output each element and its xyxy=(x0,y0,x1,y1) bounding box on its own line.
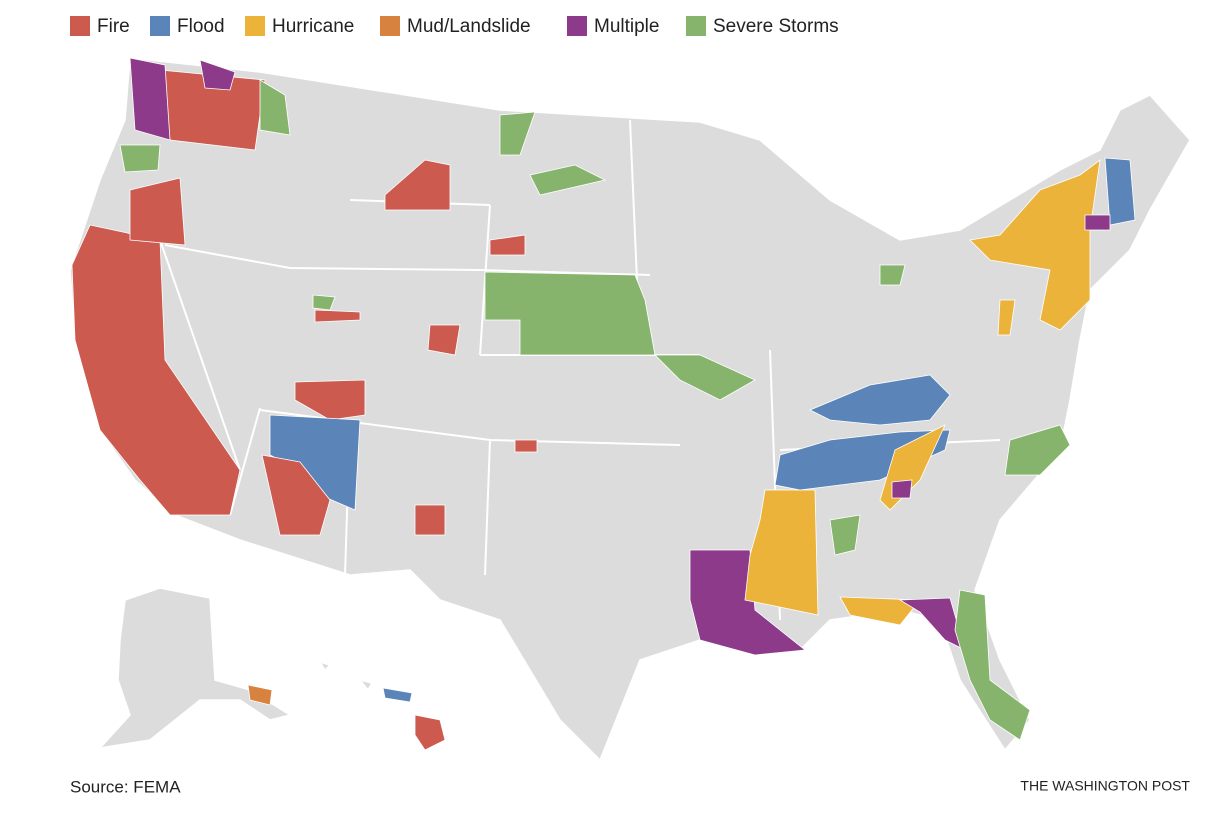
disaster-region xyxy=(1084,214,1111,231)
disaster-region xyxy=(414,714,446,751)
disaster-region xyxy=(261,454,331,536)
legend-label: Mud/Landslide xyxy=(407,16,531,37)
disaster-region xyxy=(997,299,1016,336)
alaska xyxy=(98,587,292,750)
disaster-region xyxy=(259,79,291,136)
disaster-region xyxy=(1104,157,1136,226)
hawaii xyxy=(318,660,332,672)
disaster-region xyxy=(119,144,161,173)
disaster-region xyxy=(384,159,451,211)
disaster-region xyxy=(484,271,656,356)
disaster-region xyxy=(839,596,921,626)
disaster-region xyxy=(489,234,526,256)
legend-swatch xyxy=(380,16,400,36)
disaster-region xyxy=(294,379,366,421)
disaster-region xyxy=(312,294,336,311)
disaster-region xyxy=(829,514,861,556)
lower-48 xyxy=(69,57,1191,762)
legend-label: Severe Storms xyxy=(713,16,839,37)
disaster-region xyxy=(314,309,361,323)
disaster-region xyxy=(891,479,913,499)
legend-label: Hurricane xyxy=(272,16,354,37)
legend-swatch xyxy=(70,16,90,36)
disaster-region xyxy=(809,374,951,426)
disaster-region xyxy=(247,684,273,706)
disaster-region xyxy=(744,489,819,616)
legend-label: Fire xyxy=(97,16,130,37)
credit: THE WASHINGTON POST xyxy=(1020,778,1190,794)
disaster-region xyxy=(414,504,446,536)
disaster-region xyxy=(514,439,538,453)
regions xyxy=(71,57,1136,751)
source: Source: FEMA xyxy=(70,777,181,796)
disaster-region xyxy=(427,324,461,356)
legend-label: Multiple xyxy=(594,16,659,37)
legend-swatch xyxy=(686,16,706,36)
disaster-region xyxy=(954,589,1031,741)
disaster-region xyxy=(654,354,756,401)
hawaii xyxy=(358,678,374,692)
disaster-region xyxy=(969,159,1101,331)
legend-swatch xyxy=(245,16,265,36)
legend-swatch xyxy=(150,16,170,36)
disaster-region xyxy=(879,264,906,286)
disaster-region xyxy=(129,177,186,246)
disaster-region xyxy=(898,597,966,651)
disaster-region xyxy=(199,59,236,91)
disaster-region xyxy=(1004,424,1071,476)
legend-label: Flood xyxy=(177,16,225,37)
disaster-region xyxy=(499,111,536,156)
disaster-region xyxy=(382,687,413,703)
legend: Fire Flood Hurricane Mud/Landslide Multiple S… xyxy=(70,16,839,37)
disaster-region xyxy=(71,224,241,516)
disaster-region xyxy=(129,57,171,141)
disaster-region xyxy=(529,164,607,196)
legend-swatch xyxy=(567,16,587,36)
